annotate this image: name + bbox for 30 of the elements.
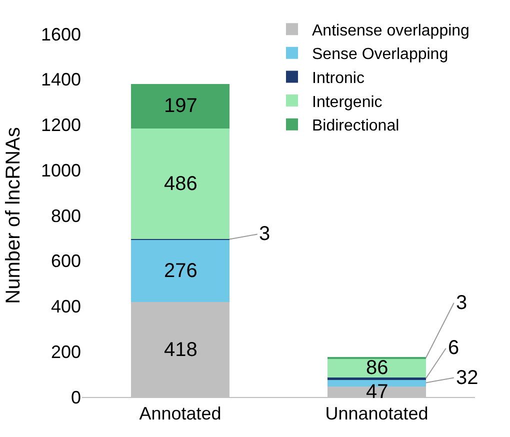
y-tick-label: 1000	[40, 160, 81, 180]
data-label: 197	[164, 95, 198, 117]
y-axis-title: Number of lncRNAs	[2, 127, 24, 304]
legend-label: Intergenic	[312, 94, 382, 111]
data-label: 418	[164, 339, 198, 361]
bar	[131, 128, 230, 239]
data-label: 276	[164, 260, 198, 282]
data-label: 6	[448, 337, 460, 359]
y-tick-label: 1200	[40, 115, 81, 136]
y-tick-label: 0	[70, 387, 81, 408]
y-tick-label: 1600	[40, 24, 81, 44]
y-tick-label: 600	[50, 251, 81, 272]
y-tick-label: 400	[50, 296, 81, 317]
data-label: 486	[164, 173, 198, 195]
bar	[131, 84, 230, 129]
bar	[131, 240, 230, 302]
x-tick-label: Annotated	[139, 404, 222, 424]
y-tick-label: 200	[50, 342, 81, 362]
y-tick-label: 800	[50, 206, 81, 226]
legend-label: Bidirectional	[312, 118, 400, 135]
data-label: 3	[259, 223, 270, 245]
legend-label: Sense Overlapping	[312, 46, 448, 64]
data-label: 3	[456, 292, 468, 314]
data-label: 86	[366, 357, 388, 379]
data-label: 47	[366, 381, 388, 403]
legend-label: Intronic	[312, 70, 364, 87]
y-tick-label: 1400	[40, 70, 81, 90]
x-tick-label: Unnanotated	[325, 404, 428, 424]
legend-label: Antisense overlapping	[312, 22, 470, 40]
data-label: 32	[456, 367, 478, 389]
